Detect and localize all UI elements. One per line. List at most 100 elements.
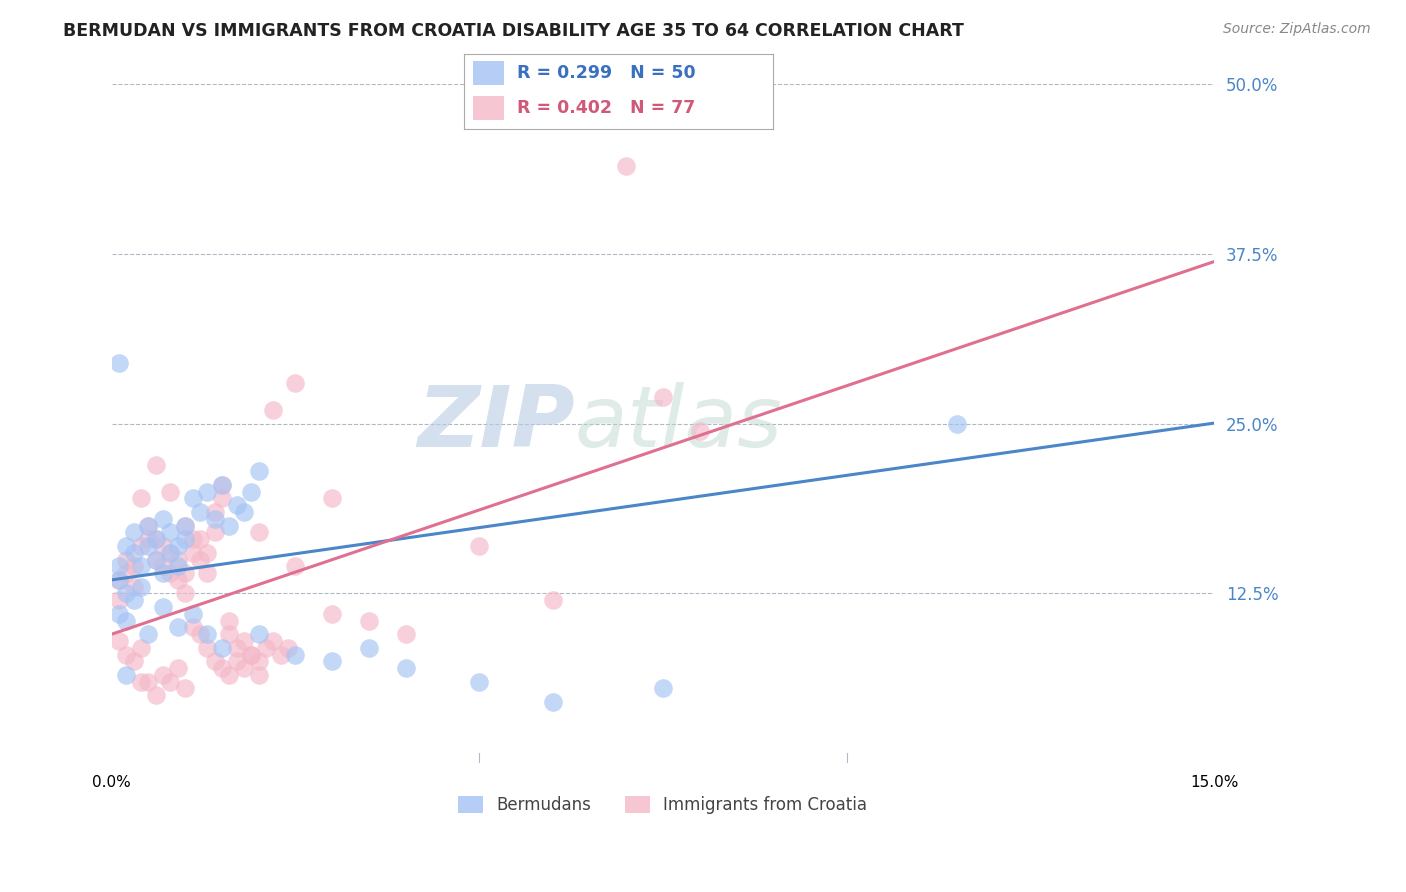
Point bbox=[166, 559, 188, 574]
Text: R = 0.299   N = 50: R = 0.299 N = 50 bbox=[516, 64, 695, 82]
Point bbox=[321, 654, 343, 668]
Point bbox=[174, 566, 197, 580]
Point bbox=[541, 593, 564, 607]
Point bbox=[138, 532, 160, 546]
Point bbox=[166, 539, 188, 553]
Point bbox=[195, 566, 218, 580]
Point bbox=[240, 648, 263, 662]
Point bbox=[247, 525, 270, 540]
Point bbox=[129, 580, 152, 594]
Point bbox=[174, 681, 197, 696]
Point bbox=[195, 627, 218, 641]
Point bbox=[138, 627, 160, 641]
Point bbox=[108, 559, 131, 574]
Point bbox=[122, 546, 145, 560]
Point bbox=[468, 539, 491, 553]
Point bbox=[689, 424, 711, 438]
Point bbox=[277, 640, 299, 655]
Point bbox=[188, 532, 211, 546]
Point bbox=[247, 668, 270, 682]
Bar bbox=[474, 62, 505, 86]
Point bbox=[115, 586, 138, 600]
Point bbox=[247, 654, 270, 668]
Point bbox=[181, 491, 204, 506]
Point bbox=[166, 573, 188, 587]
Point bbox=[188, 552, 211, 566]
Point bbox=[211, 478, 233, 492]
Point bbox=[321, 491, 343, 506]
Point bbox=[946, 417, 969, 431]
Point bbox=[262, 403, 284, 417]
Point bbox=[152, 539, 174, 553]
Point bbox=[262, 634, 284, 648]
Point bbox=[152, 600, 174, 615]
Point bbox=[108, 573, 131, 587]
Point bbox=[159, 566, 181, 580]
Point bbox=[204, 525, 226, 540]
Point bbox=[145, 458, 167, 472]
Point bbox=[115, 614, 138, 628]
Point bbox=[218, 614, 240, 628]
Point bbox=[129, 491, 152, 506]
Point bbox=[138, 674, 160, 689]
Point bbox=[247, 464, 270, 478]
Point bbox=[138, 518, 160, 533]
Point bbox=[108, 573, 131, 587]
Point bbox=[122, 559, 145, 574]
Point bbox=[541, 695, 564, 709]
Point bbox=[651, 390, 673, 404]
Point bbox=[225, 654, 247, 668]
Point bbox=[254, 640, 277, 655]
Point bbox=[395, 627, 418, 641]
Point bbox=[108, 356, 131, 370]
Point bbox=[166, 661, 188, 675]
Point bbox=[218, 518, 240, 533]
Point bbox=[115, 648, 138, 662]
Point bbox=[284, 376, 307, 390]
Point bbox=[614, 159, 637, 173]
Point bbox=[145, 688, 167, 702]
Point bbox=[152, 559, 174, 574]
Point bbox=[357, 614, 380, 628]
Text: Source: ZipAtlas.com: Source: ZipAtlas.com bbox=[1223, 22, 1371, 37]
Point bbox=[204, 654, 226, 668]
Point bbox=[204, 512, 226, 526]
Point bbox=[108, 607, 131, 621]
Point bbox=[122, 580, 145, 594]
Text: BERMUDAN VS IMMIGRANTS FROM CROATIA DISABILITY AGE 35 TO 64 CORRELATION CHART: BERMUDAN VS IMMIGRANTS FROM CROATIA DISA… bbox=[63, 22, 965, 40]
Point bbox=[122, 654, 145, 668]
Point bbox=[138, 539, 160, 553]
Point bbox=[122, 593, 145, 607]
Point bbox=[166, 552, 188, 566]
Point bbox=[181, 607, 204, 621]
Point bbox=[159, 546, 181, 560]
Point bbox=[181, 532, 204, 546]
Point bbox=[357, 640, 380, 655]
Point bbox=[233, 505, 256, 519]
Text: ZIP: ZIP bbox=[418, 383, 575, 466]
Point bbox=[129, 674, 152, 689]
Point bbox=[174, 518, 197, 533]
Point bbox=[395, 661, 418, 675]
Text: atlas: atlas bbox=[575, 383, 783, 466]
Point bbox=[651, 681, 673, 696]
Point bbox=[129, 559, 152, 574]
Point bbox=[211, 661, 233, 675]
Point bbox=[138, 518, 160, 533]
Point bbox=[468, 674, 491, 689]
Point bbox=[233, 661, 256, 675]
Point bbox=[115, 539, 138, 553]
Legend: Bermudans, Immigrants from Croatia: Bermudans, Immigrants from Croatia bbox=[450, 788, 876, 822]
Point bbox=[145, 532, 167, 546]
Point bbox=[145, 532, 167, 546]
Point bbox=[166, 620, 188, 634]
Point bbox=[152, 512, 174, 526]
Point bbox=[204, 505, 226, 519]
Point bbox=[270, 648, 292, 662]
Point bbox=[159, 674, 181, 689]
Point bbox=[129, 539, 152, 553]
Point bbox=[211, 491, 233, 506]
Point bbox=[174, 532, 197, 546]
Point bbox=[115, 566, 138, 580]
Point bbox=[284, 648, 307, 662]
